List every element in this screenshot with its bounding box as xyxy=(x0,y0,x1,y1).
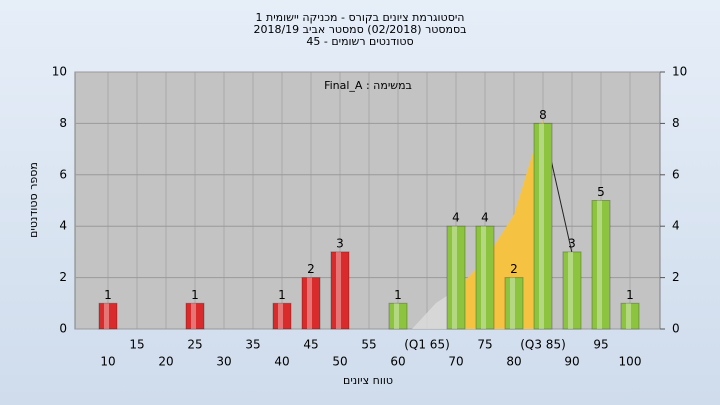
bar xyxy=(330,251,350,330)
y2-tick-label: 10 xyxy=(672,65,687,79)
bar xyxy=(475,225,495,330)
data-label: 3 xyxy=(336,236,344,250)
bar-highlight xyxy=(539,123,544,330)
x-tick-label: 90 xyxy=(564,355,579,369)
x-tick-label: 25 xyxy=(187,338,202,352)
data-label: 5 xyxy=(597,185,605,199)
bar-highlight xyxy=(510,277,515,329)
bar xyxy=(98,302,118,330)
x-tick-label: 35 xyxy=(245,338,260,352)
data-label: 2 xyxy=(307,262,315,276)
chart-title: היסטוגרמת ציונים בקורס - מכניקה יישומית … xyxy=(256,11,465,24)
y2-tick-label: 6 xyxy=(672,167,680,181)
x-axis-title: טווח ציונים xyxy=(343,374,393,387)
bar xyxy=(562,251,582,330)
data-label: 1 xyxy=(104,288,112,302)
x-tick-label: 60 xyxy=(390,355,405,369)
y-tick-label: 6 xyxy=(59,167,67,181)
x-tick-label: 10 xyxy=(100,355,115,369)
bar xyxy=(533,122,553,330)
bar-highlight xyxy=(278,303,283,329)
bar-highlight xyxy=(307,277,312,329)
y2-tick-label: 2 xyxy=(672,270,680,284)
bar xyxy=(301,277,321,330)
bar-highlight xyxy=(104,303,109,329)
bar-highlight xyxy=(626,303,631,329)
x-tick-label: 45 xyxy=(303,338,318,352)
y-tick-label: 2 xyxy=(59,270,67,284)
data-label: 8 xyxy=(539,108,547,122)
x-tick-label: (Q3 85) xyxy=(520,338,566,352)
x-tick-label: 40 xyxy=(274,355,289,369)
annotation: במשימה : Final_A xyxy=(324,79,412,92)
x-tick-label: 80 xyxy=(506,355,521,369)
bar xyxy=(272,302,292,330)
bar-highlight xyxy=(394,303,399,329)
data-label: 1 xyxy=(191,288,199,302)
x-tick-label: 30 xyxy=(216,355,231,369)
bar-highlight xyxy=(336,251,341,329)
y-tick-label: 0 xyxy=(59,322,67,336)
bar xyxy=(446,225,466,330)
x-tick-label: 55 xyxy=(361,338,376,352)
data-label: 2 xyxy=(510,262,518,276)
data-label: 1 xyxy=(278,288,286,302)
bar-highlight xyxy=(568,251,573,329)
y-tick-label: 4 xyxy=(59,219,67,233)
x-tick-label: 15 xyxy=(129,338,144,352)
x-tick-label: 50 xyxy=(332,355,347,369)
y2-tick-label: 0 xyxy=(672,322,680,336)
y-tick-label: 10 xyxy=(52,65,67,79)
y2-tick-label: 8 xyxy=(672,116,680,130)
bar xyxy=(388,302,408,330)
x-tick-label: 75 xyxy=(477,338,492,352)
x-tick-label: 20 xyxy=(158,355,173,369)
data-label: 1 xyxy=(626,288,634,302)
data-label: 3 xyxy=(568,236,576,250)
data-label: 1 xyxy=(394,288,402,302)
x-tick-label: 95 xyxy=(593,338,608,352)
y-axis-title: מספר סטודנטים xyxy=(27,162,40,238)
bar xyxy=(591,200,611,330)
y2-tick-label: 4 xyxy=(672,219,680,233)
x-tick-label: (Q1 65) xyxy=(404,338,450,352)
bar-highlight xyxy=(191,303,196,329)
data-label: 4 xyxy=(481,211,489,225)
data-label: 4 xyxy=(452,211,460,225)
bar-highlight xyxy=(452,226,457,329)
x-tick-label: 70 xyxy=(448,355,463,369)
bar xyxy=(185,302,205,330)
bar-highlight xyxy=(597,200,602,329)
y-tick-label: 8 xyxy=(59,116,67,130)
bar xyxy=(620,302,640,330)
chart-subtitle: בסמסטר (02/2018) סמסטר אביב 2018/19 xyxy=(253,23,466,36)
x-tick-label: 100 xyxy=(619,355,642,369)
chart-subtitle: סטודנטים רשומים - 45 xyxy=(306,35,413,48)
bar-highlight xyxy=(481,226,486,329)
plot-area xyxy=(74,71,661,330)
bar xyxy=(504,277,524,330)
